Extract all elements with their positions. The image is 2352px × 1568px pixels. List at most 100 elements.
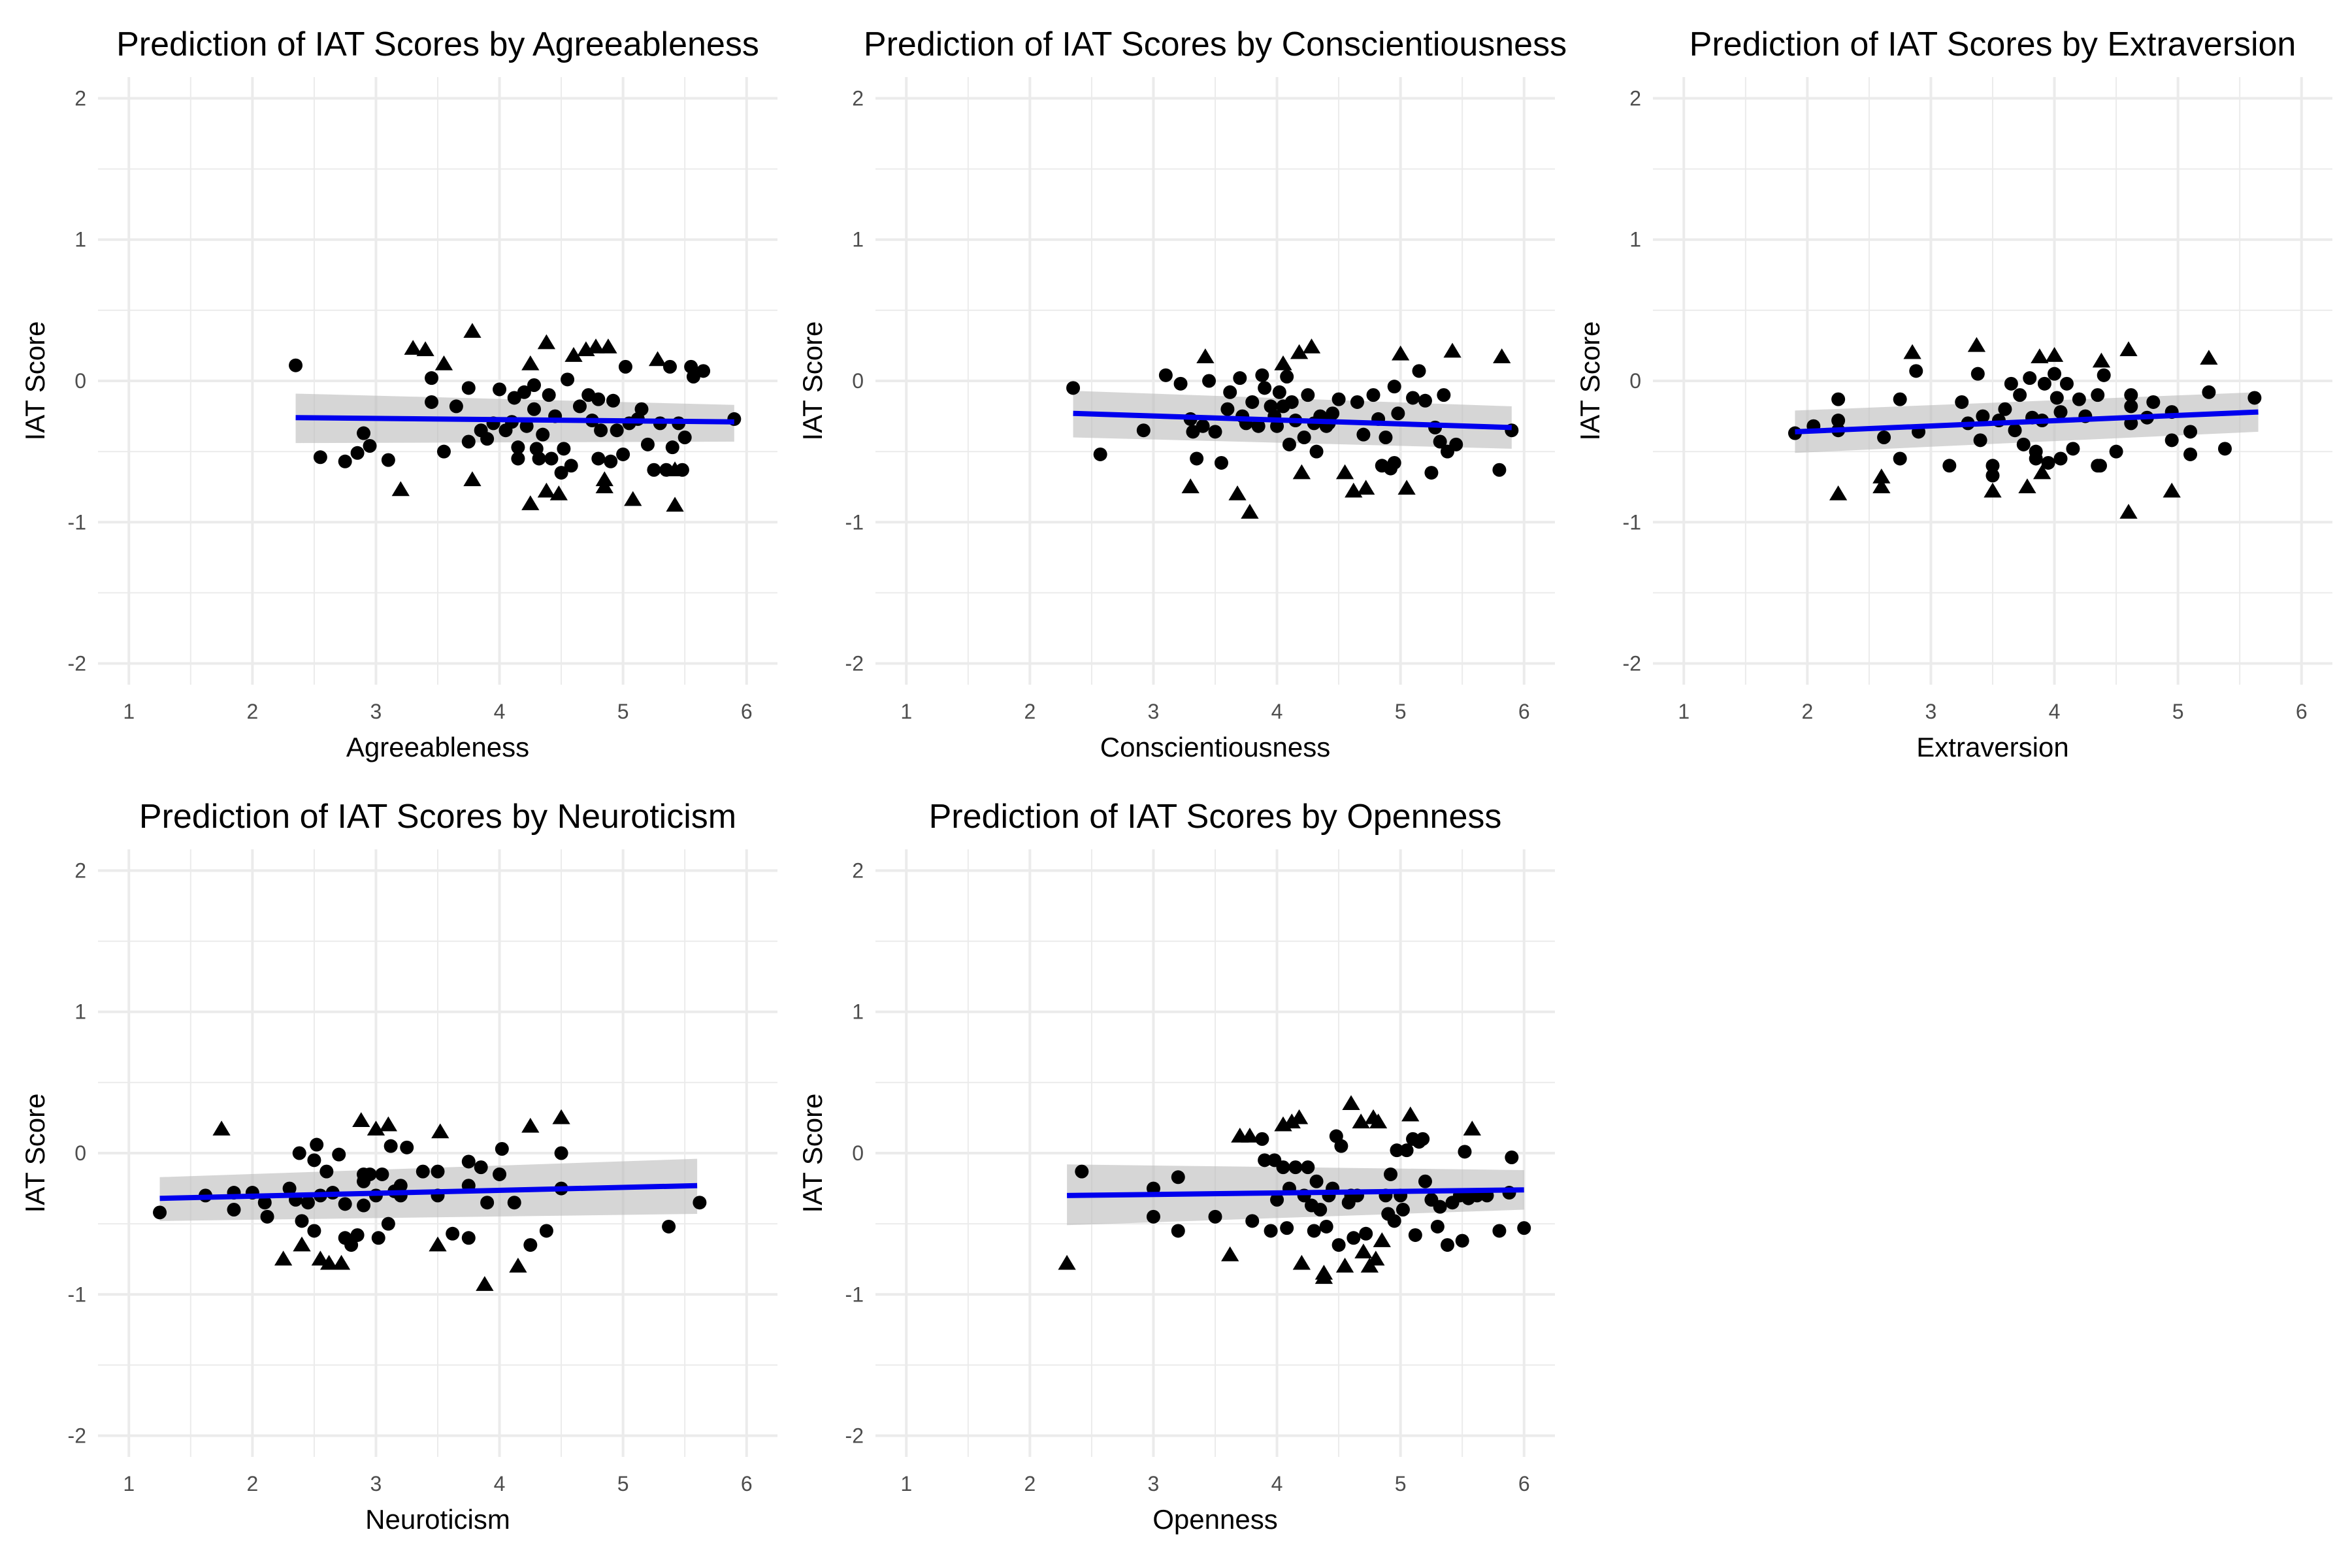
data-point-circle <box>594 423 608 438</box>
data-point-circle <box>332 1147 346 1162</box>
data-point-circle <box>384 1139 398 1153</box>
data-point-circle <box>2008 423 2022 438</box>
data-point-circle <box>1245 1214 1260 1228</box>
data-point-circle <box>1334 1139 1348 1153</box>
data-point-circle <box>381 1217 395 1231</box>
data-point-circle <box>1449 437 1463 451</box>
data-point-circle <box>1307 1224 1321 1238</box>
x-tick-label: 1 <box>1678 700 1690 723</box>
data-point-circle <box>2146 395 2161 409</box>
data-point-circle <box>425 371 439 385</box>
y-tick-label: -2 <box>845 652 864 676</box>
y-tick-label: 1 <box>74 228 86 252</box>
data-point-circle <box>493 382 507 397</box>
data-point-circle <box>301 1196 315 1210</box>
data-point-circle <box>257 1196 272 1210</box>
data-point-triangle <box>1302 338 1321 353</box>
data-point-circle <box>1251 419 1266 433</box>
data-point-circle <box>1387 455 1401 470</box>
x-tick-label: 6 <box>1518 700 1530 723</box>
data-point-circle <box>2013 388 2027 402</box>
data-point-circle <box>665 440 679 455</box>
data-point-circle <box>1985 459 2000 473</box>
regression-line <box>1067 1187 1524 1198</box>
data-point-circle <box>1408 1228 1422 1242</box>
data-point-circle <box>527 378 541 392</box>
x-tick-label: 1 <box>900 1472 912 1495</box>
data-point-circle <box>153 1205 167 1220</box>
y-tick-label: -1 <box>68 510 86 534</box>
data-point-circle <box>2041 455 2055 470</box>
y-axis-title: IAT Score <box>20 321 50 441</box>
x-tick-label: 1 <box>900 700 912 723</box>
data-point-circle <box>371 1231 385 1245</box>
data-point-circle <box>1190 451 1204 466</box>
data-point-triangle <box>379 1116 398 1132</box>
data-point-circle <box>1297 431 1311 445</box>
data-point-triangle <box>666 461 684 477</box>
panel-neuroticism: 1 2 3 4 5 6 -2 -1 0 1 2 Prediction of IAT Scores by… <box>20 798 777 1535</box>
data-point-circle <box>1350 395 1364 409</box>
y-tick-label: -2 <box>68 652 86 676</box>
data-point-triangle <box>332 1254 351 1270</box>
data-point-circle <box>1220 402 1235 416</box>
data-point-circle <box>2217 442 2232 456</box>
data-point-triangle <box>274 1250 293 1266</box>
x-axis-title: Neuroticism <box>365 1504 510 1535</box>
regression-line <box>159 1183 698 1201</box>
data-point-circle <box>1214 455 1228 470</box>
x-axis-title: Extraversion <box>1916 732 2068 762</box>
data-point-circle <box>2059 376 2074 391</box>
data-point-circle <box>1158 368 1173 382</box>
data-point-circle <box>1998 402 2012 416</box>
data-point-circle <box>1492 1224 1507 1238</box>
data-point-circle <box>544 451 559 466</box>
data-point-triangle <box>552 1109 570 1124</box>
y-tick-label: 2 <box>74 858 86 882</box>
data-point-circle <box>1877 431 1891 445</box>
y-tick-label: -1 <box>845 510 864 534</box>
data-point-triangle <box>1443 342 1462 358</box>
data-point-circle <box>1517 1221 1531 1235</box>
data-point-triangle <box>1292 464 1311 480</box>
data-point-circle <box>517 385 531 399</box>
data-point-circle <box>1171 1224 1185 1238</box>
data-point-circle <box>1093 447 1107 461</box>
data-point-triangle <box>1367 1250 1385 1266</box>
data-point-circle <box>572 399 587 414</box>
data-point-circle <box>350 1228 365 1242</box>
data-point-circle <box>400 1140 414 1154</box>
data-point-circle <box>662 1219 676 1233</box>
data-point-triangle <box>1872 478 1891 493</box>
data-point-circle <box>1396 1203 1410 1217</box>
data-point-triangle <box>319 1254 338 1270</box>
data-point-circle <box>1309 1174 1324 1188</box>
data-point-triangle <box>1292 1254 1311 1270</box>
data-point-circle <box>1255 1132 1269 1146</box>
data-point-circle <box>523 1238 538 1252</box>
data-point-circle <box>260 1209 274 1224</box>
data-point-circle <box>2164 433 2179 448</box>
y-tick-label: 1 <box>852 228 864 252</box>
data-point-circle <box>1208 1209 1222 1224</box>
x-axis-title: Openness <box>1152 1504 1277 1535</box>
data-point-triangle <box>1357 480 1375 495</box>
data-point-triangle <box>1181 478 1200 493</box>
data-point-circle <box>1359 1226 1373 1241</box>
data-point-circle <box>1430 1219 1445 1233</box>
y-tick-label: 1 <box>1629 228 1641 252</box>
data-point-triangle <box>2119 504 2138 519</box>
data-point-triangle <box>1354 1243 1373 1259</box>
data-point-circle <box>393 1179 408 1193</box>
data-point-triangle <box>1274 355 1292 370</box>
x-tick-label: 4 <box>1271 1472 1283 1495</box>
data-point-triangle <box>564 347 583 362</box>
data-point-circle <box>1433 434 1447 449</box>
y-tick-label: -2 <box>1623 652 1641 676</box>
data-point-circle <box>1202 374 1217 388</box>
data-point-circle <box>1223 385 1237 399</box>
data-point-triangle <box>429 1236 447 1252</box>
data-point-circle <box>1893 451 1907 466</box>
data-point-circle <box>2093 459 2108 473</box>
